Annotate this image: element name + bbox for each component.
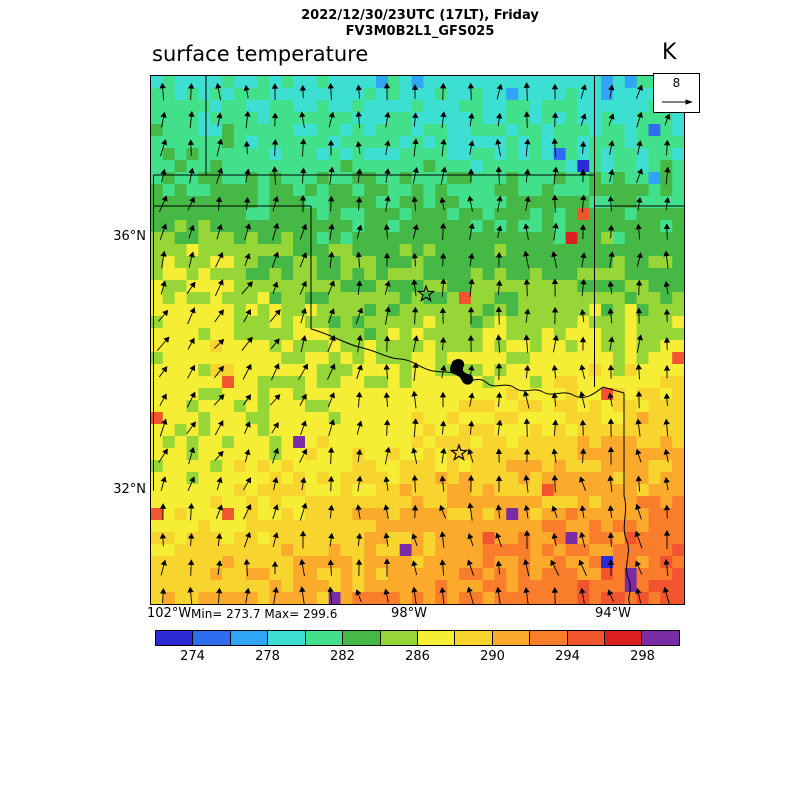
colorbar-segment [492, 631, 531, 645]
colorbar-segment [380, 631, 418, 645]
city-star-markers [416, 284, 469, 461]
minmax-stats: Min= 273.7 Max= 299.6 [191, 607, 338, 621]
colorbar-tick-label: 278 [255, 649, 280, 664]
lat-tick-32n: 32°N [113, 482, 146, 497]
colorbar-segment [567, 631, 606, 645]
colorbar [155, 630, 680, 646]
colorbar-segment [642, 631, 679, 645]
colorbar-segment [417, 631, 456, 645]
map-area: 8 [150, 73, 700, 605]
colorbar-segment [268, 631, 306, 645]
lon-tick-98w: 98°W [391, 606, 427, 621]
colorbar-tick-label: 290 [480, 649, 505, 664]
colorbar-segment [605, 631, 643, 645]
lake-texoma [450, 359, 474, 385]
wind-reference-box: 8 [653, 73, 700, 113]
colorbar-segment [343, 631, 381, 645]
colorbar-segment [193, 631, 231, 645]
plot-title: 2022/12/30/23UTC (17LT), Friday FV3M0B2L… [150, 8, 690, 40]
colorbar-segment [530, 631, 568, 645]
colorbar-tick-label: 298 [630, 649, 655, 664]
colorbar-segment [455, 631, 493, 645]
colorbar-tick-label: 274 [180, 649, 205, 664]
wind-vectors [156, 82, 671, 604]
colorbar-segment [305, 631, 344, 645]
units-label: K [662, 40, 677, 65]
colorbar-segment [156, 631, 194, 645]
wind-reference-arrow-icon [661, 99, 693, 105]
title-model: FV3M0B2L1_GFS025 [345, 24, 495, 39]
colorbar-segment [230, 631, 269, 645]
temperature-field [151, 76, 684, 604]
colorbar-labels: 274 278 282 286 290 294 298 [155, 649, 680, 665]
colorbar-tick-label: 286 [405, 649, 430, 664]
state-borders [153, 76, 684, 604]
field-label: surface temperature [152, 42, 369, 66]
map-canvas [151, 76, 684, 604]
lon-tick-102w: 102°W [147, 606, 192, 621]
colorbar-tick-label: 294 [555, 649, 580, 664]
lat-tick-36n: 36°N [113, 229, 146, 244]
colorbar-tick-label: 282 [330, 649, 355, 664]
lon-tick-94w: 94°W [595, 606, 631, 621]
wind-reference-value: 8 [672, 76, 681, 90]
title-datetime: 2022/12/30/23UTC (17LT), Friday [301, 8, 539, 23]
